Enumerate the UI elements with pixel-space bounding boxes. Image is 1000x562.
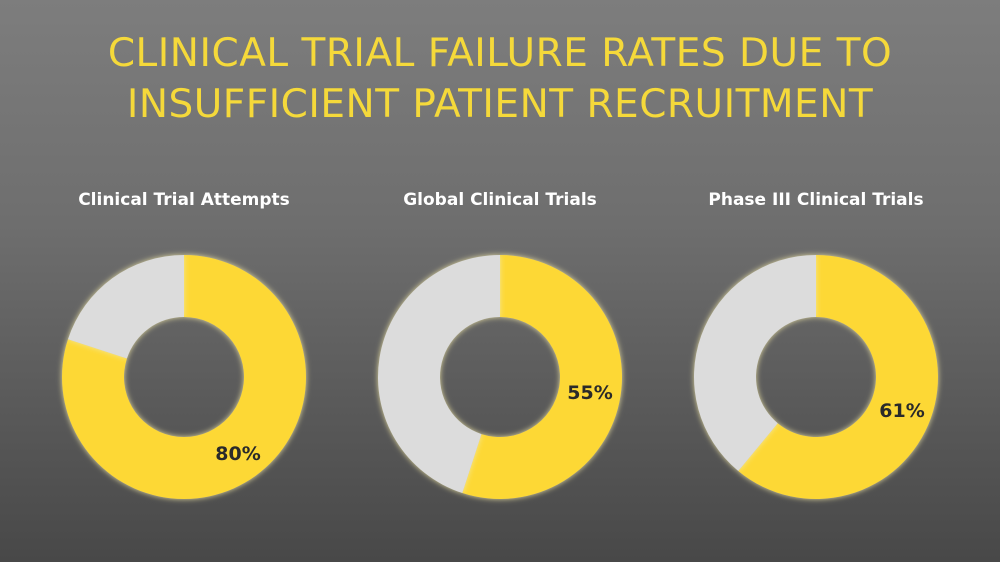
donut-3	[693, 255, 938, 499]
data-label-2: 55%	[567, 382, 612, 404]
title-line-1: CLINICAL TRIAL FAILURE RATES DUE TO	[107, 31, 893, 76]
title-line-2: INSUFFICIENT PATIENT RECRUITMENT	[126, 82, 874, 127]
donut-2-slice-remainder	[378, 254, 500, 494]
donut-3-slice-remainder	[693, 255, 816, 472]
data-label-3: 61%	[879, 400, 924, 422]
donut-panel-2: Global Clinical Trials 55%	[378, 190, 622, 499]
donut-panel-1: Clinical Trial Attempts 80%	[61, 190, 306, 499]
donut-2-slice-value	[462, 255, 622, 499]
panel-title-1: Clinical Trial Attempts	[78, 190, 290, 210]
panel-title-3: Phase III Clinical Trials	[708, 190, 923, 210]
donut-1-slice-remainder	[67, 255, 184, 359]
donut-2	[378, 254, 622, 499]
donut-1-slice-value	[61, 255, 306, 499]
page-title: CLINICAL TRIAL FAILURE RATES DUE TO INSU…	[0, 28, 1000, 130]
data-label-1: 80%	[215, 443, 260, 465]
panel-title-2: Global Clinical Trials	[403, 190, 597, 210]
donut-3-slice-value	[738, 255, 938, 499]
donut-panel-3: Phase III Clinical Trials 61%	[693, 190, 938, 499]
donut-1	[61, 255, 306, 499]
